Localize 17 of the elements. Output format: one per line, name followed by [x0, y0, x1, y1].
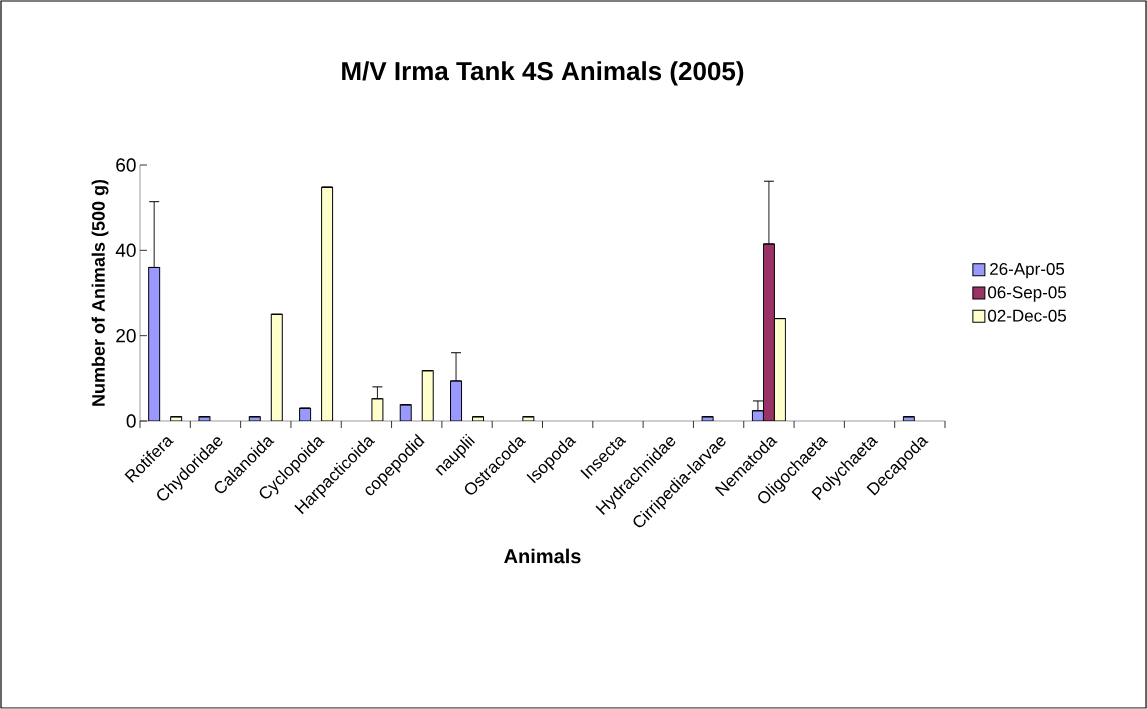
legend-label: 26-Apr-05 — [990, 262, 1065, 279]
y-tick-label: 40 — [115, 243, 136, 258]
x-axis-title: Animals — [504, 548, 581, 564]
bar — [773, 318, 786, 421]
bar — [148, 266, 161, 421]
bar — [371, 398, 384, 421]
bar — [399, 404, 412, 421]
y-axis-title: Number of Animals (500 g) — [91, 179, 109, 406]
chart-title: M/V Irma Tank 4S Animals (2005) — [342, 61, 744, 86]
y-tick-label: 20 — [116, 328, 136, 343]
legend-label: 02-Dec-05 — [988, 309, 1067, 322]
bar — [421, 370, 434, 421]
legend-label: 06-Sep-05 — [988, 286, 1067, 302]
bar — [321, 186, 334, 421]
bar — [450, 380, 463, 421]
y-tick-label: 0 — [126, 414, 136, 428]
y-tick-label: 60 — [116, 158, 136, 172]
